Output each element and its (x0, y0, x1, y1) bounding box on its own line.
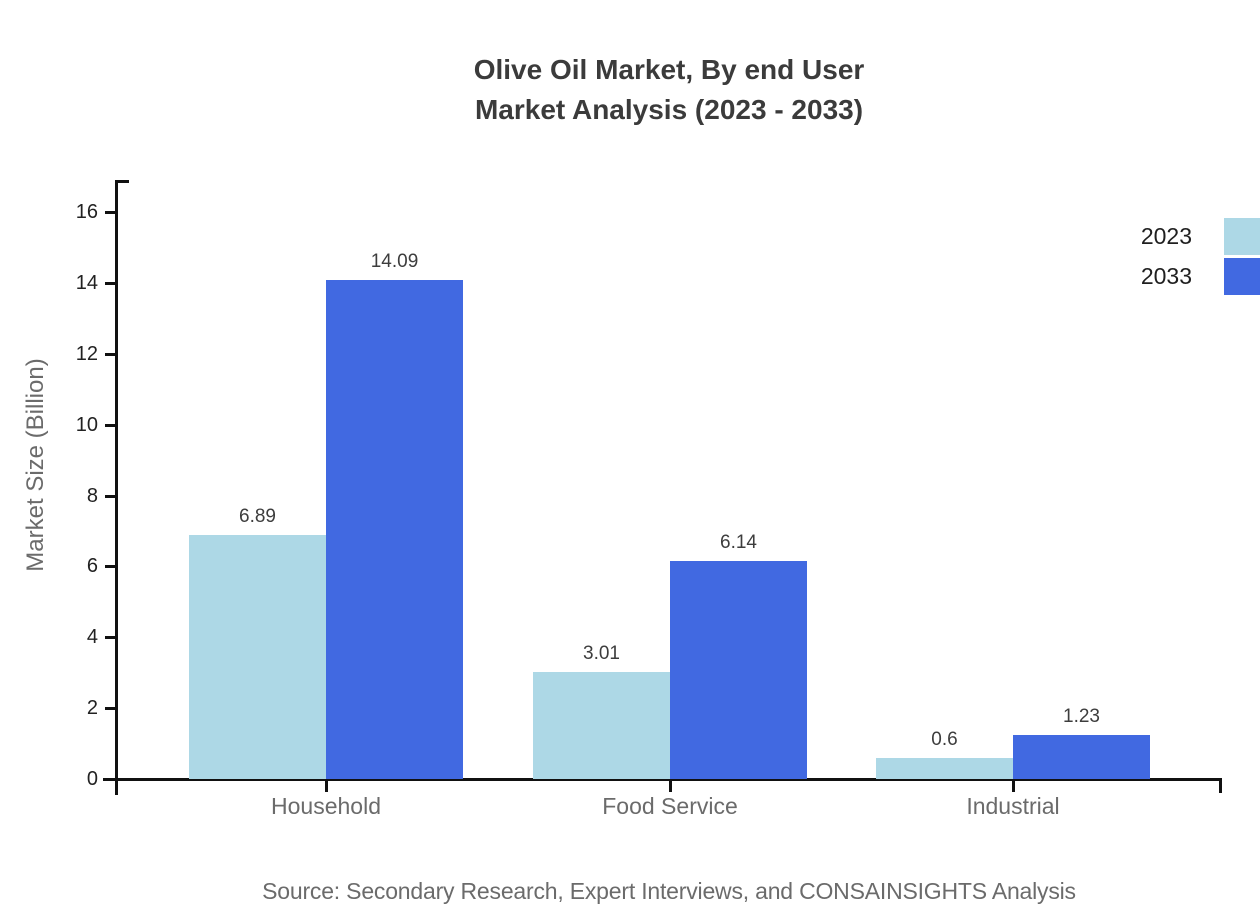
x-tick (325, 779, 328, 792)
category-label: Household (271, 793, 381, 819)
x-axis-line (103, 778, 1222, 781)
bar-value-label: 14.09 (370, 250, 419, 272)
x-tick (1012, 779, 1015, 792)
source-note: Source: Secondary Research, Expert Inter… (262, 878, 1076, 904)
y-tick (105, 565, 117, 569)
y-tick-label: 12 (75, 342, 98, 365)
bar-2023 (876, 757, 1013, 779)
y-axis-line (115, 180, 118, 795)
y-tick-label: 14 (75, 271, 98, 294)
chart-title-line1: Olive Oil Market, By end User (473, 54, 865, 85)
y-tick-label: 6 (86, 555, 98, 578)
y-tick-label: 8 (86, 484, 98, 507)
bar-2023 (533, 672, 670, 779)
x-axis-end-cap (1219, 778, 1222, 793)
bar-2033 (326, 279, 463, 779)
y-tick-label: 16 (75, 201, 98, 223)
bar-value-label: 0.6 (931, 728, 958, 750)
bar-2033 (670, 561, 807, 779)
y-tick (105, 778, 117, 781)
y-tick (105, 494, 117, 498)
y-tick (105, 636, 117, 640)
bar-2023 (189, 534, 326, 779)
legend-swatch (1224, 257, 1260, 295)
legend-row: 2033 (1141, 257, 1260, 295)
bar-value-label: 6.89 (239, 505, 276, 527)
y-tick (105, 281, 117, 285)
legend-label: 2033 (1140, 262, 1192, 289)
y-axis-top-cap (115, 180, 129, 183)
y-tick-label: 2 (86, 697, 98, 720)
bar-value-label: 6.14 (720, 532, 757, 554)
bar-2033 (1013, 735, 1150, 779)
y-tick-label: 0 (86, 768, 98, 790)
legend: 2023 2033 (1141, 217, 1260, 297)
chart-title: Olive Oil Market, By end User Market Ana… (474, 50, 865, 130)
y-tick-label: 10 (75, 413, 98, 436)
y-tick-label: 4 (86, 626, 98, 649)
bar-value-label: 3.01 (583, 643, 620, 665)
y-tick (105, 352, 117, 356)
legend-label: 2023 (1140, 222, 1192, 249)
y-tick (105, 707, 117, 711)
bar-value-label: 1.23 (1063, 706, 1100, 728)
category-label: Food Service (602, 793, 738, 819)
legend-row: 2023 (1141, 217, 1260, 255)
y-axis-label: Market Size (Billion) (22, 358, 49, 572)
legend-swatch (1224, 217, 1260, 255)
y-tick (105, 423, 117, 427)
y-tick (105, 211, 117, 214)
chart-title-line2: Market Analysis (2023 - 2033) (474, 94, 864, 125)
x-tick (669, 779, 672, 792)
category-label: Industrial (966, 793, 1060, 819)
